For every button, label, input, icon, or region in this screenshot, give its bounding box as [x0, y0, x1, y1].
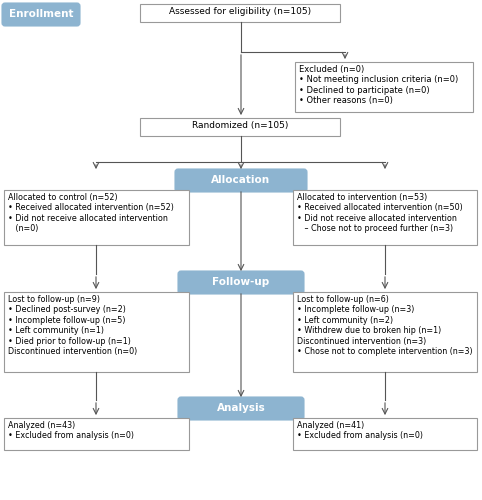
Bar [293, 190, 477, 245]
Bar [4, 292, 189, 372]
Bar [293, 418, 477, 450]
Text: Analysis: Analysis [216, 403, 266, 413]
FancyBboxPatch shape [2, 3, 80, 26]
Text: Allocation: Allocation [212, 175, 270, 185]
Text: Assessed for eligibility (n=105): Assessed for eligibility (n=105) [169, 7, 311, 16]
Text: Lost to follow-up (n=6)
• Incomplete follow-up (n=3)
• Left community (n=2)
• Wi: Lost to follow-up (n=6) • Incomplete fol… [297, 295, 473, 356]
Text: Follow-up: Follow-up [213, 277, 269, 287]
Text: Allocated to control (n=52)
• Received allocated intervention (n=52)
• Did not r: Allocated to control (n=52) • Received a… [8, 193, 174, 233]
Text: Lost to follow-up (n=9)
• Declined post-survey (n=2)
• Incomplete follow-up (n=5: Lost to follow-up (n=9) • Declined post-… [8, 295, 137, 356]
FancyBboxPatch shape [178, 271, 304, 294]
Text: Analyzed (n=41)
• Excluded from analysis (n=0): Analyzed (n=41) • Excluded from analysis… [297, 421, 423, 440]
Text: Analyzed (n=43)
• Excluded from analysis (n=0): Analyzed (n=43) • Excluded from analysis… [8, 421, 134, 440]
Bar [140, 118, 340, 136]
Bar [295, 62, 473, 112]
Bar [4, 418, 189, 450]
Text: Enrollment: Enrollment [9, 9, 73, 19]
FancyBboxPatch shape [175, 169, 307, 192]
Text: Excluded (n=0)
• Not meeting inclusion criteria (n=0)
• Declined to participate : Excluded (n=0) • Not meeting inclusion c… [299, 65, 458, 105]
Text: Allocated to intervention (n=53)
• Received allocated intervention (n=50)
• Did : Allocated to intervention (n=53) • Recei… [297, 193, 463, 233]
Bar [4, 190, 189, 245]
FancyBboxPatch shape [178, 397, 304, 420]
Text: Randomized (n=105): Randomized (n=105) [192, 121, 288, 130]
Bar [293, 292, 477, 372]
Bar [140, 4, 340, 22]
